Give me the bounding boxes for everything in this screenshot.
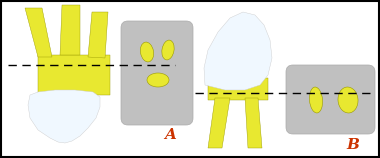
Ellipse shape xyxy=(309,87,323,113)
Polygon shape xyxy=(245,98,262,148)
Polygon shape xyxy=(208,78,268,100)
FancyBboxPatch shape xyxy=(121,21,193,125)
Polygon shape xyxy=(25,8,52,57)
Polygon shape xyxy=(28,90,100,143)
Text: A: A xyxy=(164,128,176,142)
Text: B: B xyxy=(347,138,359,152)
Ellipse shape xyxy=(147,73,169,87)
Ellipse shape xyxy=(338,87,358,113)
Polygon shape xyxy=(204,12,272,90)
Polygon shape xyxy=(208,98,230,148)
Ellipse shape xyxy=(140,42,154,62)
Polygon shape xyxy=(60,5,80,55)
FancyBboxPatch shape xyxy=(286,65,375,134)
Ellipse shape xyxy=(162,40,174,60)
Polygon shape xyxy=(88,12,108,58)
Polygon shape xyxy=(38,55,110,95)
